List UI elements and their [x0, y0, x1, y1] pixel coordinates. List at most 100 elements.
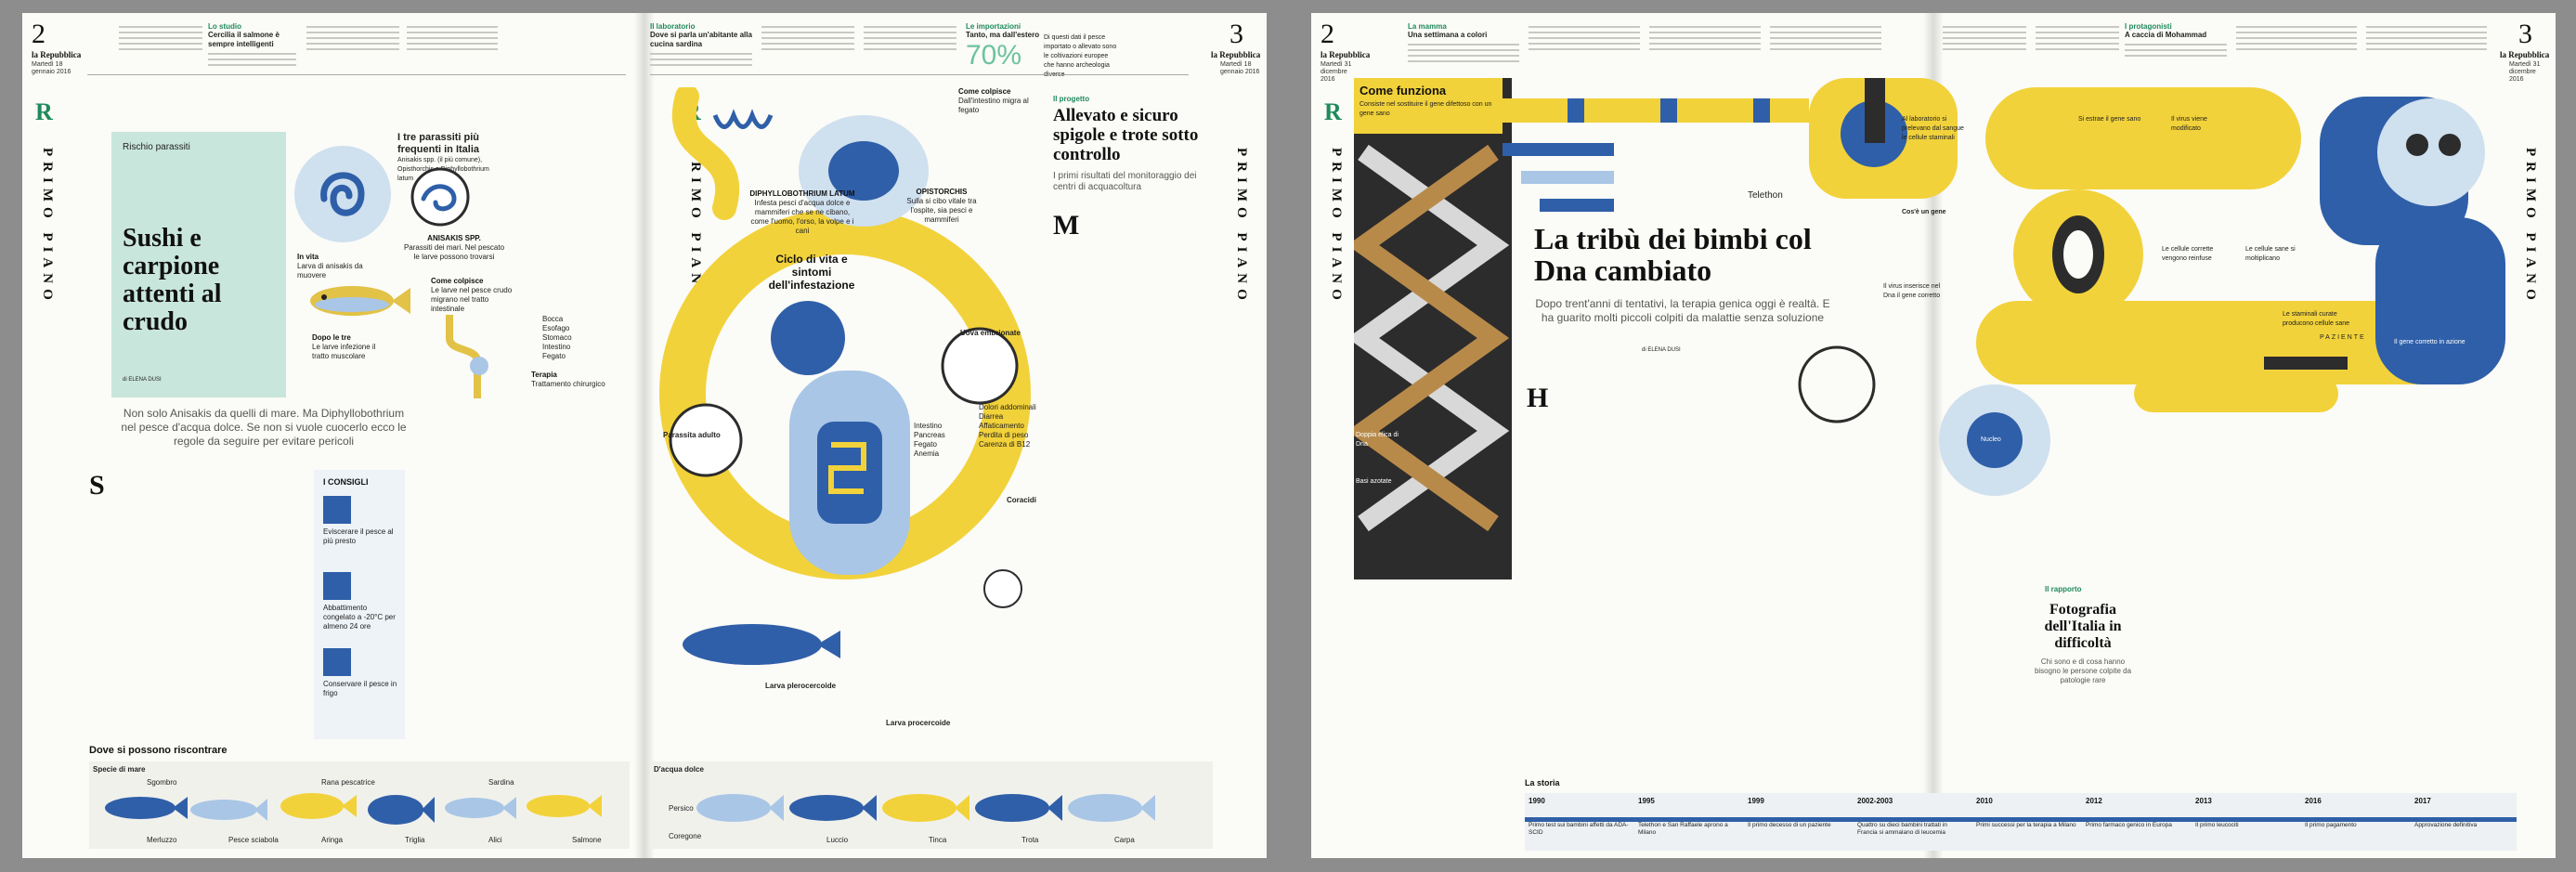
- dna-label: Doppia elica di Dna: [1356, 432, 1399, 448]
- timeline-item: 2017 Approvazione definitiva: [2414, 797, 2513, 829]
- timeline-item: 1999 Il primo decesso di un paziente: [1748, 797, 1850, 829]
- digestive-diagram: [446, 315, 488, 398]
- article-column: [1651, 384, 1740, 765]
- fish-label: Carpa: [1114, 836, 1135, 844]
- fish-label: Aringa: [321, 836, 344, 844]
- nucleus-label: Nucleo: [1981, 436, 2001, 443]
- repubblica-logo: R: [1324, 98, 1342, 126]
- uova-label: Uova embrionate: [960, 329, 1021, 337]
- section-label: PRIMO PIANO: [688, 148, 703, 306]
- come-colpisce-text: Le larve nel pesce crudo migrano nel tra…: [431, 286, 513, 313]
- timeline-year: 1999: [1748, 797, 1764, 805]
- symptom-label: Perdita di peso: [979, 431, 1029, 439]
- headline: La tribù dei bimbi col Dna cambiato: [1534, 222, 1812, 287]
- info-sub: Consiste nel sostituire il gene difettos…: [1360, 101, 1492, 117]
- text-column: [761, 22, 854, 69]
- spread-gene-therapy: 2 la Repubblica Martedì 31 dicembre 2016…: [1311, 13, 2556, 858]
- come-colpisce-label: Come colpisce: [431, 277, 484, 285]
- step-label: Il gene corretto in azione: [2394, 339, 2465, 345]
- text-column: [1943, 22, 2026, 69]
- timeline-year: 2013: [2195, 797, 2212, 805]
- timeline-text: Approvazione definitiva: [2414, 822, 2478, 828]
- opistorchis-text: Sulla si cibo vitale tra l'ospite, sia p…: [906, 197, 977, 224]
- info-title: Come funziona: [1360, 84, 1447, 98]
- fish-box-icon: [323, 496, 351, 524]
- article-column: [1555, 384, 1644, 765]
- step-label: Si estrae il gene sano: [2078, 116, 2141, 123]
- consiglio-item: Abbattimento congelato a -20°C per almen…: [323, 604, 396, 631]
- organ-label: Pancreas: [914, 431, 945, 439]
- freezer-icon: [323, 572, 351, 600]
- lab-box: Il laboratorio Dove si parla un'abitante…: [650, 22, 752, 70]
- article-column: [1135, 210, 1213, 737]
- consigli-title: I CONSIGLI: [323, 477, 369, 487]
- article-column: [1844, 384, 1919, 765]
- kicker1-title: Una settimana a colori: [1408, 31, 1488, 39]
- fish-label: Pesce sciabola: [228, 836, 279, 844]
- divider: [87, 74, 626, 75]
- fish-label: Luccio: [826, 836, 849, 844]
- import-kicker: Le importazioni: [966, 22, 1021, 31]
- kicker2: I protagonisti: [2125, 22, 2172, 31]
- consigli-box: I CONSIGLI Eviscerare il pesce al più pr…: [314, 470, 405, 739]
- timeline-year: 2002-2003: [1857, 797, 1893, 805]
- fish-label: Trota: [1021, 836, 1039, 844]
- fish-label: Tinca: [929, 836, 947, 844]
- section-label: PRIMO PIANO: [1329, 148, 1344, 306]
- freshwater-label: D'acqua dolce: [654, 765, 704, 774]
- parassita-label: Parassita adulto: [663, 431, 721, 439]
- lab-kicker: Il laboratorio: [650, 22, 696, 31]
- terapia: Terapia Trattamento chirurgico: [531, 371, 605, 389]
- freshwater-fish-strip: D'acqua dolce Persico Coregone Luccio Ti…: [650, 761, 1213, 849]
- come-colpisce2: Come colpisce Dall'intestino migra al fe…: [958, 87, 1042, 115]
- lab-title: Dove si parla un'abitante alla cucina sa…: [650, 31, 752, 48]
- logo-initial: R: [35, 98, 53, 125]
- fish-label: Alici: [488, 836, 502, 844]
- title-panel: Rischio parassiti Sushi e carpione atten…: [111, 132, 286, 397]
- article-column: [412, 470, 516, 739]
- dopo-le-tre-text: Le larve infezione il tratto muscolare: [312, 343, 376, 360]
- timeline-year: 2017: [2414, 797, 2431, 805]
- byline: di ELENA DUSI: [1642, 347, 1681, 353]
- kicker2-box: I protagonisti A caccia di Mohammad: [2125, 22, 2227, 60]
- page-number: 2: [1321, 19, 1334, 49]
- intro-column: [119, 22, 202, 69]
- timeline: 1990 Primo test sui bambini affetti da AD…: [1525, 793, 2517, 851]
- lede: Non solo Anisakis da quelli di mare. Ma …: [121, 407, 407, 448]
- allevato-kicker: Il progetto: [1053, 95, 1090, 103]
- organ-label: Intestino: [914, 422, 943, 430]
- issue-date: Martedì 31 dicembre 2016: [2509, 61, 2541, 83]
- issue-date: Martedì 18 gennaio 2016: [1220, 61, 1260, 75]
- step-label: Le staminali curate producono cellule sa…: [2283, 311, 2349, 327]
- timeline-text: Il primo pagamento: [2305, 822, 2357, 828]
- rapporto-title: Fotografia dell'Italia in difficoltà: [2044, 602, 2122, 651]
- studio-kicker: Lo studio: [208, 22, 241, 31]
- timeline-year: 2010: [1976, 797, 1993, 805]
- dropcap: S: [89, 470, 105, 501]
- terapia-label: Terapia: [531, 371, 557, 379]
- import-percent: 70%: [966, 40, 1022, 71]
- larva-magnifier-icon: [410, 167, 470, 227]
- in-vita: In vita Larva di anisakis da muovere: [297, 253, 371, 280]
- step-label: Il virus inserisce nel Dna il gene corre…: [1883, 283, 1941, 299]
- cycle-title: Ciclo di vita e sintomi dell'infestazion…: [768, 253, 855, 292]
- article-column: [2242, 585, 2335, 769]
- text-column: [864, 22, 956, 69]
- page-number: 2: [32, 19, 46, 49]
- larva-label: Larva plerocercoide: [765, 682, 837, 690]
- spread-gutter: [1923, 13, 1944, 858]
- issue-date: Martedì 31 dicembre 2016: [1321, 61, 1352, 83]
- article-column: [524, 470, 626, 739]
- timeline-item: 2002-2003 Quattro su dieci bambini tratta…: [1857, 797, 1969, 837]
- timeline-item: 2016 Il primo pagamento: [2305, 797, 2407, 829]
- fish-label: Salmone: [572, 836, 602, 844]
- article-column: [2032, 704, 2134, 769]
- rapporto-lede: Chi sono e di cosa hanno bisogno le pers…: [2034, 657, 2132, 684]
- timeline-text: Il primo leucociti: [2195, 822, 2239, 828]
- dropcap: M: [1053, 210, 1080, 241]
- repubblica-logo: R: [35, 98, 53, 126]
- symptom-label: Affaticamento: [979, 422, 1024, 430]
- cycle-infographic: [659, 87, 1031, 665]
- snowflake-icon: [323, 648, 351, 676]
- come-colpisce2-label: Come colpisce: [958, 87, 1011, 96]
